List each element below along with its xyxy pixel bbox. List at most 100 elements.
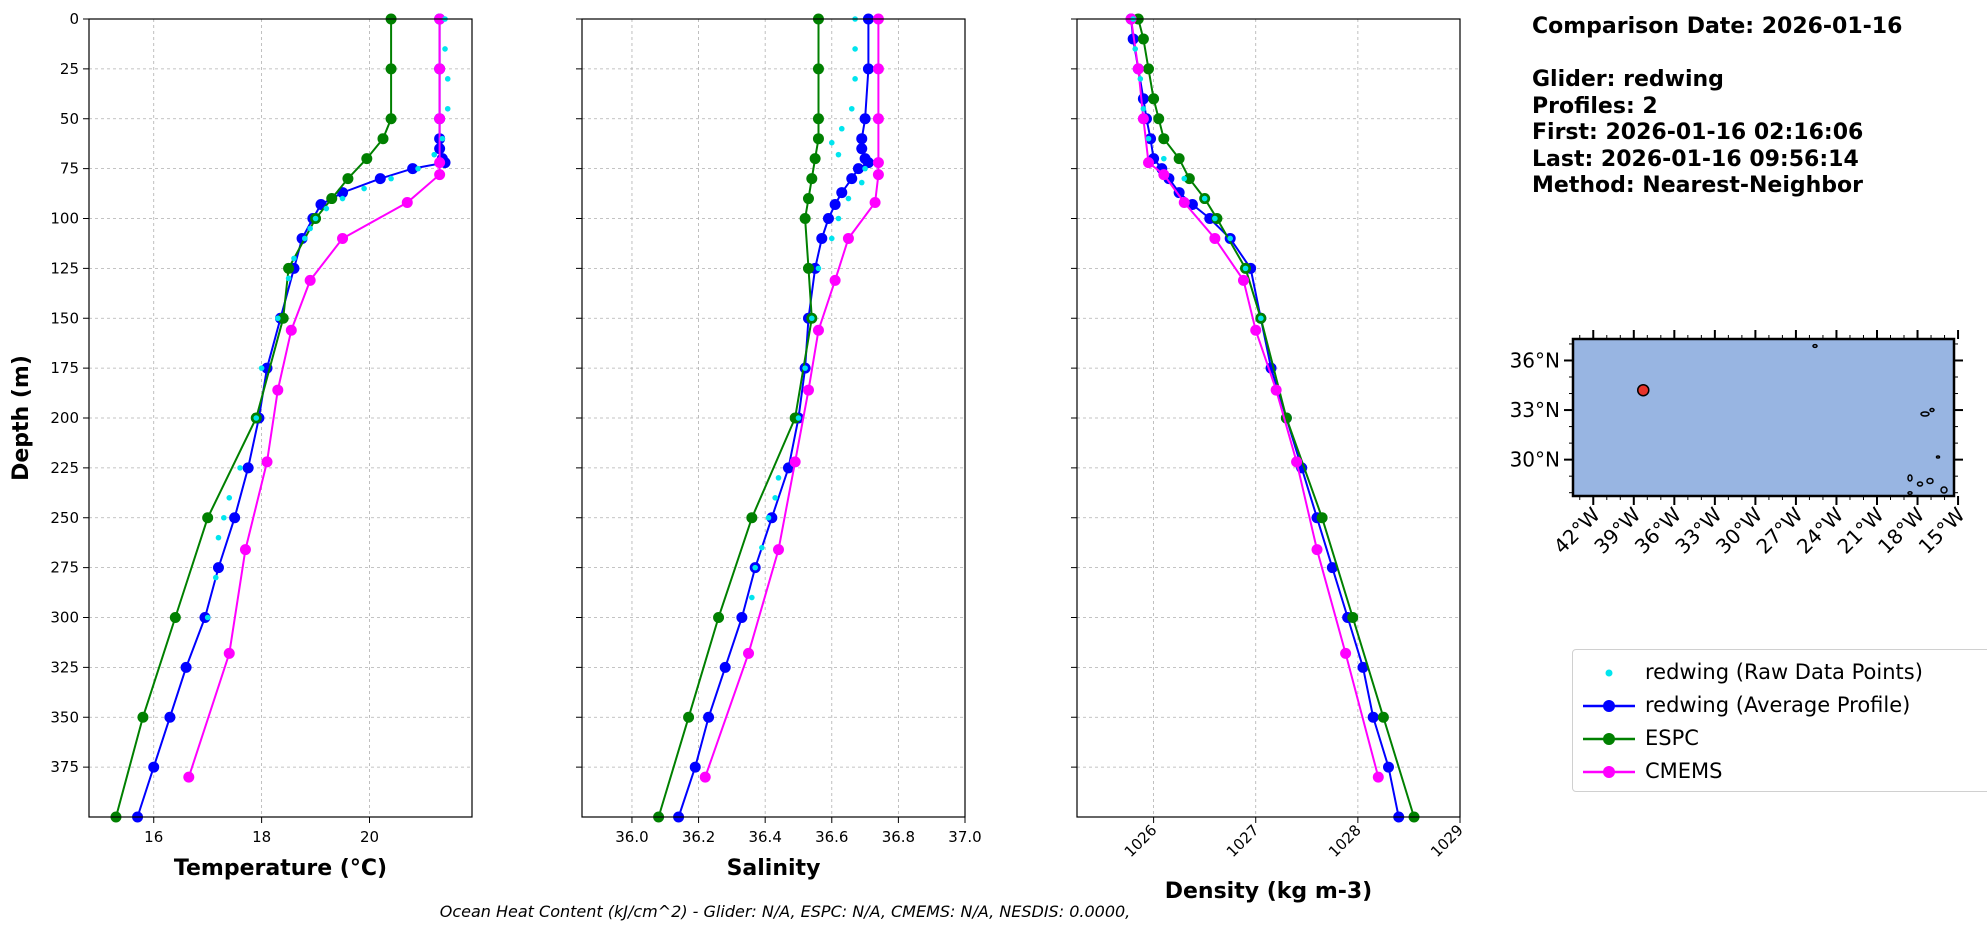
cmems-marker xyxy=(1178,197,1190,209)
x-axis-label: Salinity xyxy=(727,856,821,881)
cmems-marker xyxy=(223,647,235,659)
raw-point xyxy=(1140,105,1147,112)
y-tick-label: 25 xyxy=(60,60,79,78)
cmems-marker xyxy=(434,63,446,75)
espc-marker xyxy=(812,63,824,75)
glider-marker xyxy=(407,163,419,175)
cmems-marker xyxy=(802,384,814,396)
cmems-marker xyxy=(872,169,884,181)
raw-point xyxy=(1201,195,1208,202)
island-outline xyxy=(1920,411,1930,417)
cmems-line xyxy=(1130,18,1380,778)
cmems-marker xyxy=(1237,274,1249,286)
cmems-marker xyxy=(183,771,195,783)
espc-marker xyxy=(789,412,801,424)
y-tick-label: 350 xyxy=(50,708,79,726)
temperature-panel: 0 25 50 75 100 125 150 175 200 225 250 275 300 325 350… xyxy=(9,10,473,881)
x-tick-label: 36.4 xyxy=(748,828,781,846)
info-block: Comparison Date: 2026-01-16 Glider: redwi… xyxy=(1532,14,1902,200)
espc-marker xyxy=(277,312,289,324)
raw-point xyxy=(862,165,868,172)
legend-label: redwing (Average Profile) xyxy=(1645,693,1911,717)
cmems-marker xyxy=(1372,771,1384,783)
espc-marker xyxy=(812,113,824,125)
espc-marker xyxy=(377,133,389,145)
raw-point xyxy=(275,315,281,322)
raw-point xyxy=(301,235,308,242)
raw-point xyxy=(1212,215,1218,222)
island-outline xyxy=(1926,477,1934,485)
x-axis-label: Temperature (°C) xyxy=(174,856,387,881)
density-panel: 1026 1027 1028 1029 Density (kg m-3) xyxy=(1071,13,1467,904)
cmems-marker xyxy=(401,197,413,209)
espc-marker xyxy=(385,63,397,75)
legend-swatch-raw xyxy=(1605,669,1613,677)
raw-point xyxy=(312,215,319,222)
espc-marker xyxy=(137,711,149,723)
espc-marker xyxy=(746,512,758,524)
x-tick-label: 36.0 xyxy=(615,828,648,846)
y-tick-label: 125 xyxy=(50,259,79,277)
raw-point xyxy=(431,151,438,158)
island-outline xyxy=(1916,481,1924,487)
y-tick-label: 225 xyxy=(50,459,79,477)
ohc-footer: Ocean Heat Content (kJ/cm^2) - Glider: N… xyxy=(439,902,1131,921)
y-tick-label: 100 xyxy=(50,210,79,228)
espc-marker xyxy=(283,262,295,274)
map-lat-label: 30°N xyxy=(1510,448,1560,472)
island-outline xyxy=(1812,343,1818,349)
espc-marker xyxy=(802,262,814,274)
x-tick-label: 37.0 xyxy=(948,828,981,846)
espc-marker xyxy=(169,612,181,623)
y-tick-label: 375 xyxy=(50,758,79,776)
cmems-marker xyxy=(1340,647,1352,659)
espc-marker xyxy=(326,193,338,205)
raw-point xyxy=(852,46,858,52)
first-time: First: 2026-01-16 02:16:06 xyxy=(1532,120,1864,145)
cmems-marker xyxy=(1142,157,1154,169)
raw-point xyxy=(1258,315,1264,322)
glider-marker xyxy=(374,173,386,185)
cmems-marker xyxy=(1137,113,1149,125)
glider-position-marker xyxy=(1637,383,1650,397)
y-tick-label: 175 xyxy=(50,359,79,377)
legend-item: redwing (Average Profile) xyxy=(1573,690,1987,724)
glider-marker xyxy=(1326,562,1338,574)
glider-marker xyxy=(829,199,841,211)
cmems-marker xyxy=(304,274,316,286)
y-tick-label: 75 xyxy=(60,160,79,178)
raw-point xyxy=(307,225,313,232)
x-tick-label: 16 xyxy=(144,828,163,846)
raw-point xyxy=(221,514,227,521)
glider-marker xyxy=(836,187,848,199)
x-tick-label: 36.8 xyxy=(882,828,915,846)
raw-point xyxy=(212,574,219,581)
cmems-marker xyxy=(1291,456,1303,468)
legend-label: ESPC xyxy=(1645,726,1699,750)
raw-point xyxy=(1132,46,1139,52)
cmems-marker xyxy=(872,63,884,75)
cmems-marker xyxy=(239,544,251,556)
legend-label: redwing (Raw Data Points) xyxy=(1645,660,1923,684)
raw-point xyxy=(237,465,243,471)
raw-point xyxy=(253,415,260,421)
cmems-marker xyxy=(1250,324,1262,336)
espc-marker xyxy=(342,173,354,185)
espc-marker xyxy=(1173,153,1185,165)
cmems-marker xyxy=(1132,63,1144,75)
legend-swatch-espc xyxy=(1583,733,1635,745)
island-outline xyxy=(1940,486,1948,494)
espc-marker xyxy=(1183,173,1195,185)
raw-point xyxy=(802,365,808,371)
raw-point xyxy=(1242,265,1249,272)
espc-marker xyxy=(683,711,695,723)
y-tick-label: 250 xyxy=(50,509,79,527)
espc-marker xyxy=(809,153,821,165)
glider-marker xyxy=(1357,661,1369,673)
x-tick-label: 1029 xyxy=(1427,821,1467,861)
cmems-marker xyxy=(812,324,824,336)
y-tick-label: 275 xyxy=(50,559,79,577)
cmems-line xyxy=(704,19,880,778)
x-tick-label: 20 xyxy=(360,828,379,846)
